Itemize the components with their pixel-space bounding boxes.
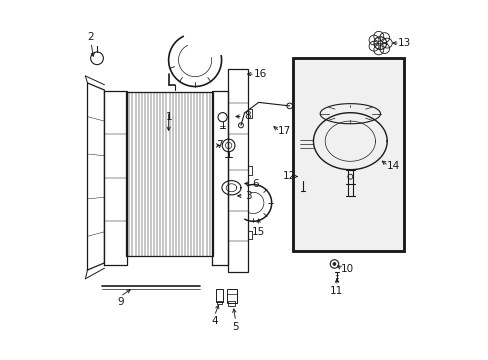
Text: 10: 10 [340, 264, 353, 274]
Bar [293, 58, 404, 251]
Text: 2: 2 [87, 32, 94, 42]
Text: 13: 13 [397, 38, 410, 48]
Text: 12: 12 [282, 171, 295, 181]
Bar [216, 301, 222, 304]
Text: 7: 7 [216, 140, 223, 150]
Bar [226, 289, 236, 303]
Text: 6: 6 [252, 179, 259, 189]
Text: 14: 14 [386, 161, 399, 171]
Circle shape [332, 262, 335, 265]
Text: 8: 8 [244, 112, 250, 121]
Bar [126, 92, 212, 256]
Text: 16: 16 [253, 69, 266, 79]
Text: 15: 15 [251, 226, 264, 237]
Text: 17: 17 [278, 126, 291, 136]
Text: 5: 5 [232, 322, 239, 332]
Text: 4: 4 [211, 316, 217, 327]
Bar [228, 301, 235, 306]
Text: 9: 9 [117, 297, 123, 307]
Bar [293, 58, 404, 251]
Bar [227, 69, 247, 272]
Text: 11: 11 [329, 287, 343, 297]
Text: 3: 3 [245, 191, 251, 201]
Bar [215, 289, 223, 302]
Text: 1: 1 [165, 112, 172, 122]
